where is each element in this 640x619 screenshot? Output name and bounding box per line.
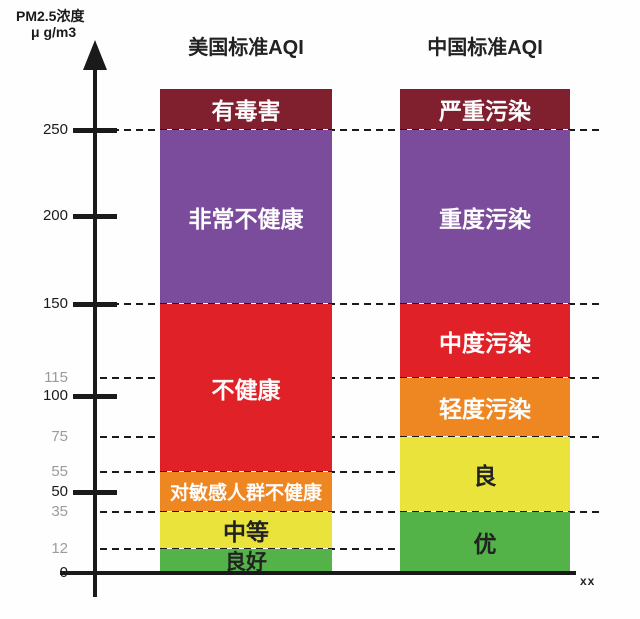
y-tick-100	[73, 394, 117, 399]
x-axis-line	[60, 571, 576, 575]
bar-segment-china-中度污染: 中度污染	[400, 304, 570, 377]
bar-segment-us-中等: 中等	[160, 512, 332, 548]
y-tick-label-115: 115	[44, 369, 68, 386]
bar-segment-us-良好: 良好	[160, 549, 332, 574]
bar-segment-china-轻度污染: 轻度污染	[400, 378, 570, 436]
y-tick-50	[73, 490, 117, 495]
y-axis-title-line2: μ g/m3	[31, 24, 77, 40]
us-column-title: 美国标准AQI	[188, 37, 304, 59]
bar-segment-us-非常不健康: 非常不健康	[160, 130, 332, 303]
y-tick-label-35: 35	[51, 503, 68, 520]
bar-segment-china-严重污染: 严重污染	[400, 89, 570, 129]
bar-segment-us-有毒害: 有毒害	[160, 89, 332, 129]
china-column-title: 中国标准AQI	[427, 37, 543, 59]
y-tick-label-200: 200	[42, 207, 68, 224]
y-tick-label-150: 150	[42, 295, 68, 312]
threshold-dash-150	[100, 303, 600, 305]
y-axis-title: PM2.5浓度 μ g/m3	[16, 8, 84, 40]
bar-segment-china-重度污染: 重度污染	[400, 130, 570, 303]
y-tick-label-100: 100	[42, 387, 68, 404]
y-tick-150	[73, 302, 117, 307]
y-tick-label-0: 0	[59, 564, 68, 581]
threshold-dash-115	[100, 377, 600, 379]
y-tick-label-55: 55	[51, 463, 68, 480]
x-axis-label: xx	[580, 574, 596, 588]
y-tick-label-50: 50	[51, 483, 68, 500]
y-tick-label-250: 250	[42, 121, 68, 138]
bar-segment-us-不健康: 不健康	[160, 304, 332, 471]
y-tick-label-12: 12	[51, 540, 68, 557]
y-axis-line	[93, 66, 97, 597]
y-tick-200	[73, 214, 117, 219]
threshold-dash-250	[100, 129, 600, 131]
bar-segment-us-对敏感人群不健康: 对敏感人群不健康	[160, 472, 332, 511]
bar-segment-china-优: 优	[400, 512, 570, 572]
threshold-dash-35	[100, 511, 600, 513]
y-tick-250	[73, 128, 117, 133]
y-axis-arrow-icon	[83, 40, 107, 70]
y-axis-title-line1: PM2.5浓度	[16, 8, 85, 24]
bar-segment-china-良: 良	[400, 437, 570, 511]
threshold-dash-75	[100, 436, 600, 438]
y-tick-label-75: 75	[51, 428, 68, 445]
